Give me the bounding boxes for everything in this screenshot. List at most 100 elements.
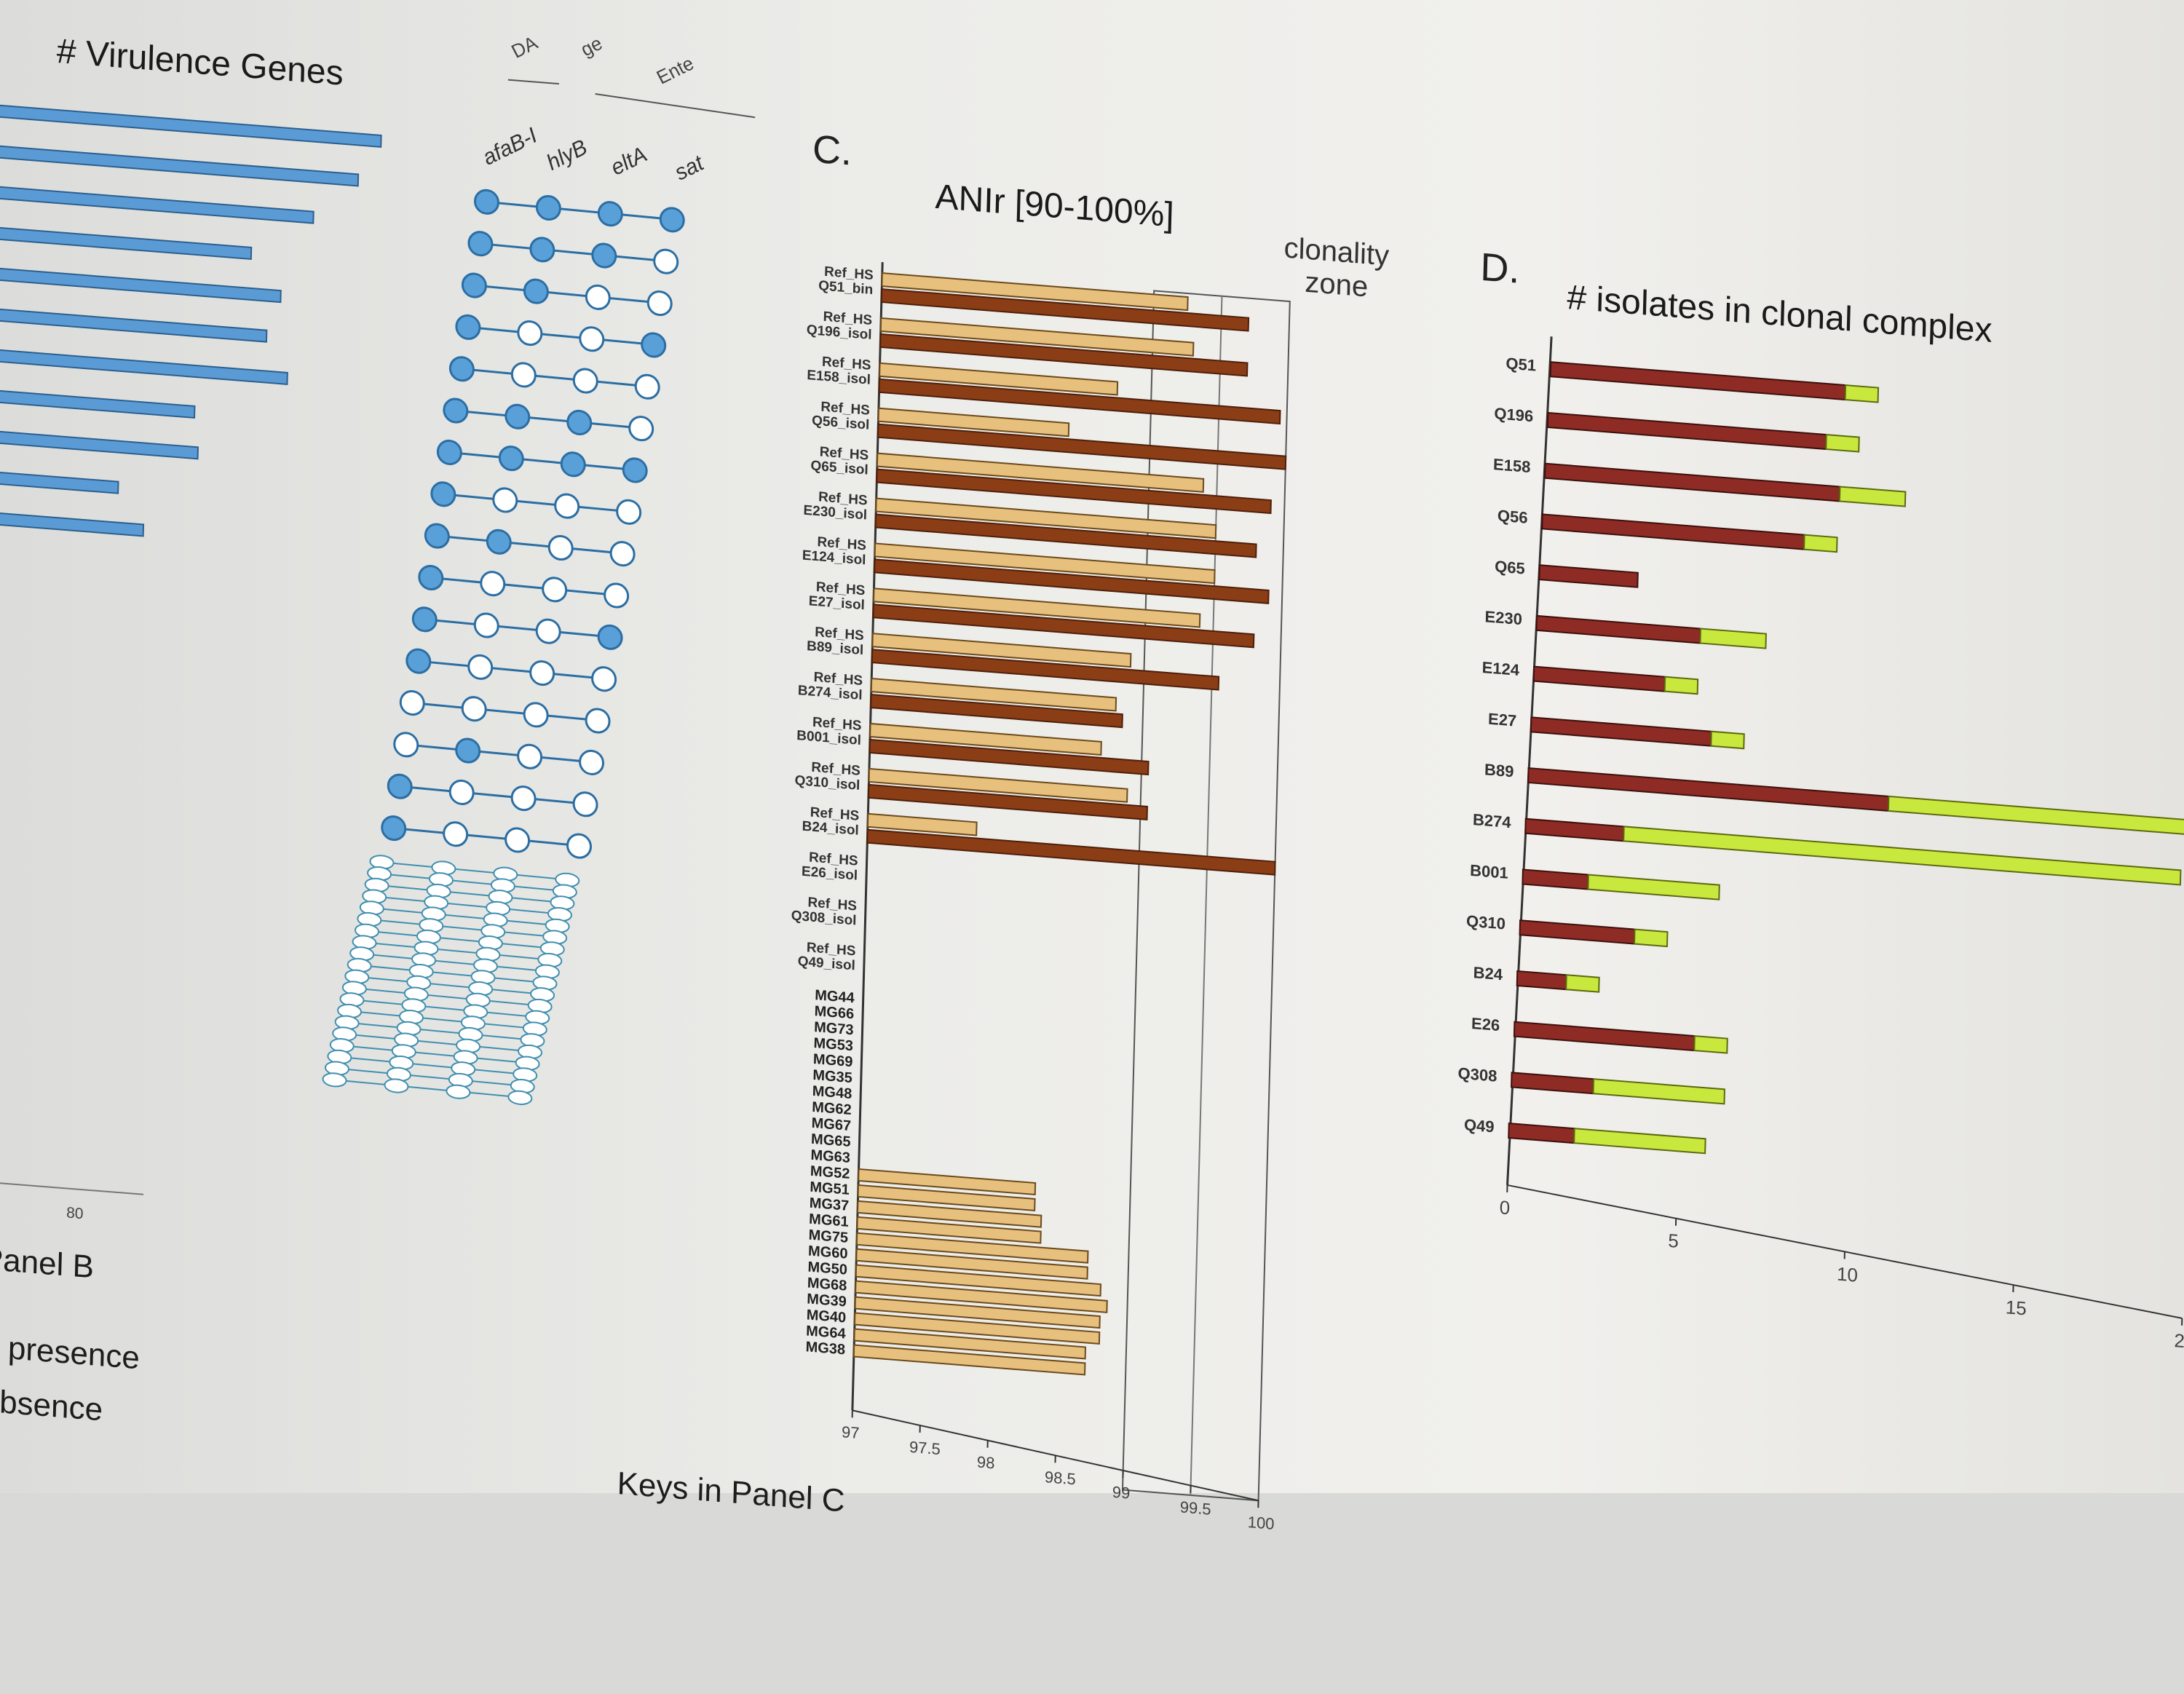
gene-row-line	[480, 244, 666, 261]
panel-d-green-bar	[1694, 1036, 1728, 1053]
gene-present-dot	[641, 333, 665, 357]
panel-b-bar	[0, 427, 198, 459]
gene-absent-dot	[648, 290, 672, 315]
panel-d-green-bar	[1840, 487, 1905, 507]
gene-row-line	[400, 786, 585, 804]
panel-d-red-bar	[1537, 616, 1701, 644]
panel-d-tick-label: 10	[1837, 1263, 1859, 1286]
panel-b-bar	[0, 223, 251, 258]
gene-column-label: sat	[670, 151, 708, 186]
panel-d-red-bar	[1531, 717, 1712, 745]
gene-absent-dot	[604, 583, 628, 608]
panel-b-bars	[0, 102, 381, 554]
gene-absent-dot	[654, 249, 678, 274]
gene-absent-dot	[505, 828, 529, 852]
clonality-zone-label-2: zone	[1305, 266, 1369, 304]
panel-d-category-label: Q65	[1495, 557, 1525, 577]
gene-present-dot	[660, 207, 684, 232]
gene-absent-dot	[542, 577, 566, 602]
gene-column-label: eltA	[606, 142, 651, 180]
panel-d-red-bar	[1525, 819, 1623, 842]
gene-row-line	[406, 745, 592, 762]
gene-row-line	[456, 411, 641, 428]
panel-d-category-label: Q49	[1464, 1115, 1495, 1136]
gene-present-dot	[450, 357, 474, 381]
panel-c-gridline	[1190, 296, 1222, 1495]
gene-absent-dot	[537, 619, 561, 644]
gene-row-line	[486, 202, 672, 219]
panel-b-x-axis	[0, 1177, 143, 1195]
gene-present-dot	[469, 231, 493, 256]
gene-row-line	[431, 577, 617, 595]
gene-absent-dot	[611, 541, 635, 566]
panel-c-letter: C.	[812, 127, 852, 174]
panel-c-tick-label: 99	[1112, 1483, 1131, 1503]
gene-absent-dot	[574, 368, 598, 393]
legend-gene-presence: Gene presence	[0, 1323, 140, 1377]
gene-present-dot	[456, 738, 480, 763]
panel-c-tick-label: 97	[842, 1422, 860, 1442]
panel-d-red-bar	[1508, 1123, 1574, 1143]
panel-d-green-bar	[1826, 435, 1859, 452]
panel-d-title: # isolates in clonal complex	[1567, 278, 1993, 350]
gene-absent-dot	[579, 327, 604, 352]
gene-absent-dot	[394, 732, 418, 757]
panel-d-category-label: E27	[1488, 710, 1517, 730]
panel-c-keys-title: Keys in Panel C	[617, 1465, 845, 1519]
panel-b-keys-title: s in Panel B	[0, 1236, 95, 1285]
gene-absent-dot	[400, 690, 424, 715]
gene-present-dot	[537, 195, 561, 220]
panel-d-red-bar	[1534, 667, 1665, 692]
panel-c-isolate-bar	[867, 830, 1275, 875]
panel-b-bar	[0, 346, 288, 384]
gene-presence-grid	[323, 179, 684, 1115]
panel-d-red-bar	[1520, 920, 1635, 943]
panel-d-green-bar	[1574, 1128, 1705, 1153]
panel-d-green-bar	[1566, 975, 1599, 992]
panel-d-red-bar	[1522, 869, 1588, 889]
gene-column-label: hlyB	[542, 135, 591, 175]
gene-absent-dot	[462, 696, 486, 721]
gene-absent-dot	[512, 785, 536, 810]
gene-present-dot	[381, 815, 405, 840]
panel-d-category-label: Q56	[1497, 507, 1528, 527]
gene-present-dot	[443, 398, 467, 423]
gene-present-dot	[623, 458, 647, 483]
panel-d-green-bar	[1634, 930, 1668, 947]
gene-absent-dot	[629, 416, 653, 440]
panel-b-bar	[0, 387, 194, 418]
gene-row-line	[462, 369, 647, 387]
gene-absent-dot	[475, 613, 499, 638]
panel-d-category-label: E26	[1471, 1014, 1500, 1034]
panel-b-title: # Virulence Genes	[56, 32, 344, 93]
panel-d-red-bar	[1517, 971, 1567, 989]
panel-d-green-bar	[1845, 385, 1879, 403]
gene-present-dot	[592, 243, 616, 268]
gene-present-dot	[524, 279, 548, 304]
panel-d-category-label: B001	[1470, 861, 1508, 882]
gene-present-dot	[561, 452, 585, 477]
gene-absent-dot	[512, 363, 536, 387]
panel-b-bar	[0, 264, 281, 302]
gene-present-dot	[406, 649, 430, 673]
panel-d-green-bar	[1665, 677, 1698, 694]
gene-absent-dot	[574, 792, 598, 817]
legend-gene-absence: ene absence	[0, 1378, 103, 1428]
gene-present-dot	[388, 774, 412, 799]
gene-absent-dot	[617, 499, 641, 524]
panel-d-tick-label: 5	[1668, 1230, 1679, 1252]
panel-c-isolate-label: Q51_bin	[818, 278, 873, 298]
gene-column-label: afaB-I	[478, 123, 541, 170]
panel-d-green-bar	[1888, 796, 2184, 836]
gene-present-dot	[499, 446, 523, 470]
gene-absent-dot	[443, 822, 467, 847]
panel-d-green-bar	[1594, 1079, 1725, 1104]
gene-row-line	[474, 285, 660, 303]
gene-present-dot	[456, 314, 480, 339]
gene-absent-dot	[555, 494, 579, 518]
panel-d-category-label: E230	[1484, 607, 1522, 628]
panel-b-tick-80: 80	[66, 1204, 84, 1222]
clonality-zone-label: clonality	[1283, 231, 1390, 272]
panel-d-red-bar	[1551, 362, 1845, 400]
